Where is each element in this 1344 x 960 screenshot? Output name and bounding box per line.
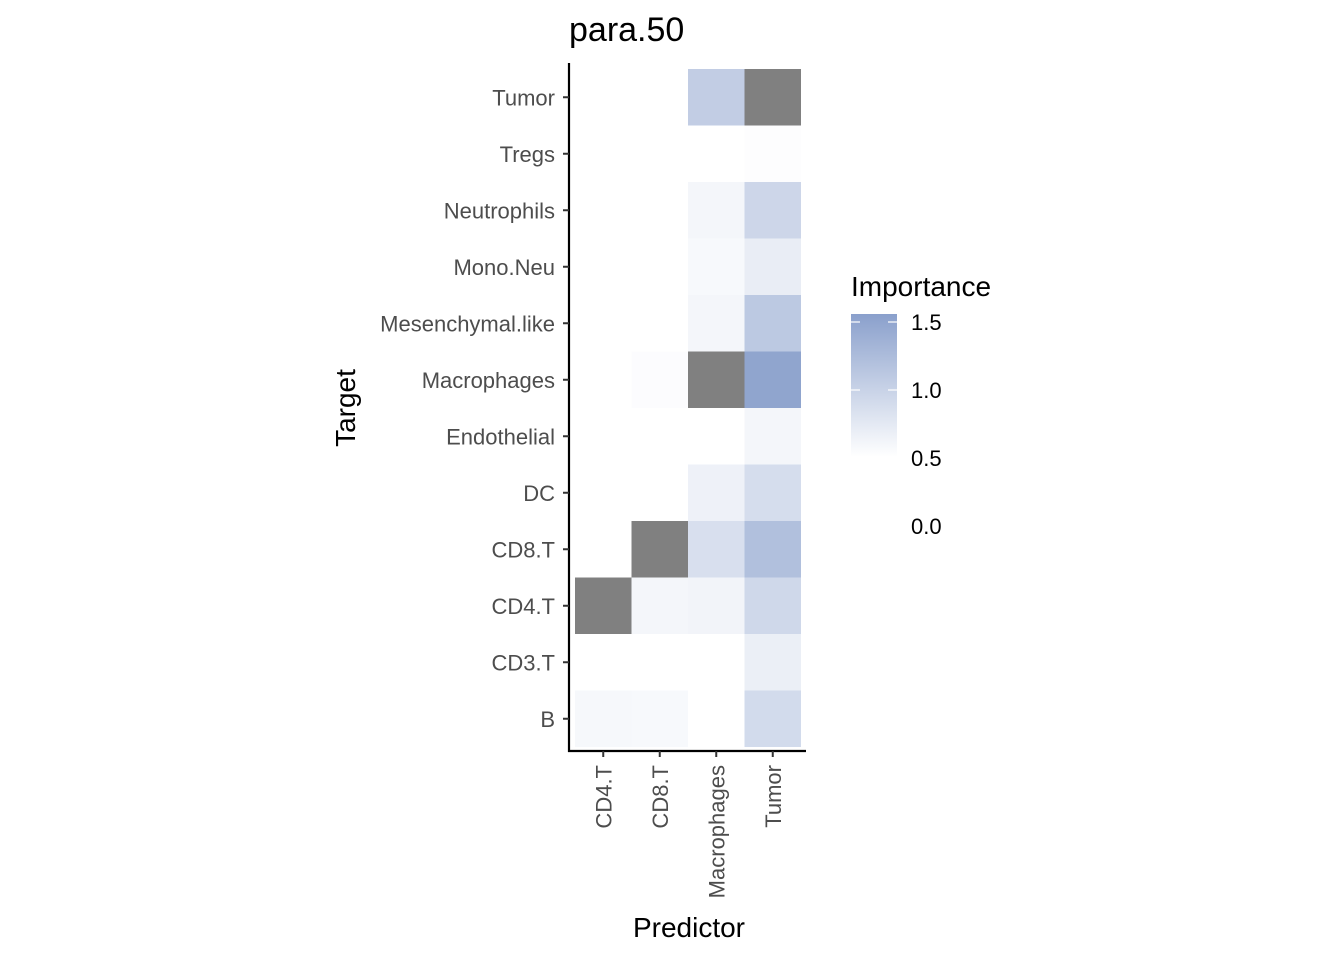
x-axis-ticks: CD4.T CD8.T Macrophages Tumor (591, 751, 786, 898)
y-tick-label: Mesenchymal.like (380, 311, 555, 336)
legend-colorbar (851, 314, 897, 457)
legend-tick-label: 0.5 (911, 446, 942, 471)
y-tick-label: CD8.T (491, 537, 555, 562)
heatmap-cell (744, 182, 801, 239)
heatmap-cell (744, 634, 801, 691)
x-tick-label: Macrophages (704, 765, 729, 898)
heatmap-cell (631, 690, 688, 747)
y-tick-label: Tregs (500, 142, 555, 167)
y-tick-label: CD3.T (491, 650, 555, 675)
y-tick-label: DC (523, 481, 555, 506)
legend-tick-label: 0.0 (911, 514, 942, 539)
chart-title: para.50 (569, 11, 684, 49)
y-tick-label: Endothelial (446, 424, 555, 449)
legend-title: Importance (851, 271, 991, 302)
heatmap-cell-diagonal (631, 521, 688, 578)
heatmap-cell (744, 521, 801, 578)
legend: Importance 1.5 1.0 0.5 0.0 (851, 271, 991, 539)
heatmap-cell-diagonal (744, 69, 801, 126)
legend-tick-label: 1.0 (911, 378, 942, 403)
heatmap-cell-diagonal (688, 351, 745, 408)
y-tick-label: Neutrophils (444, 198, 555, 223)
heatmap-cell (744, 351, 801, 408)
y-axis-title: Target (330, 369, 361, 447)
heatmap-cell (688, 295, 745, 352)
x-axis-title: Predictor (633, 912, 745, 943)
heatmap-cell (688, 577, 745, 634)
heatmap-cell (631, 577, 688, 634)
heatmap-cell (688, 521, 745, 578)
y-tick-label: Mono.Neu (453, 255, 555, 280)
heatmap-cell-diagonal (575, 577, 632, 634)
heatmap-cell (744, 295, 801, 352)
heatmap-cell (744, 408, 801, 465)
heatmap-cell (744, 577, 801, 634)
heatmap-cells (575, 69, 801, 747)
heatmap-cell (744, 125, 801, 182)
legend-tick-label: 1.5 (911, 310, 942, 335)
heatmap-cell (744, 690, 801, 747)
x-tick-label: CD4.T (591, 765, 616, 829)
heatmap-cell (744, 464, 801, 521)
heatmap-cell (575, 690, 632, 747)
axes (567, 63, 806, 753)
heatmap-cell (688, 182, 745, 239)
x-tick-label: CD8.T (648, 765, 673, 829)
y-tick-label: B (540, 707, 555, 732)
heatmap-cell (631, 351, 688, 408)
y-tick-label: CD4.T (491, 594, 555, 619)
heatmap-cell (744, 238, 801, 295)
heatmap-cell (688, 238, 745, 295)
y-tick-label: Macrophages (422, 368, 555, 393)
x-tick-label: Tumor (761, 765, 786, 828)
y-axis-ticks: Tumor Tregs Neutrophils Mono.Neu Mesenchymal… (380, 85, 569, 732)
y-tick-label: Tumor (492, 85, 555, 110)
heatmap-cell (688, 464, 745, 521)
heatmap-cell (688, 69, 745, 126)
